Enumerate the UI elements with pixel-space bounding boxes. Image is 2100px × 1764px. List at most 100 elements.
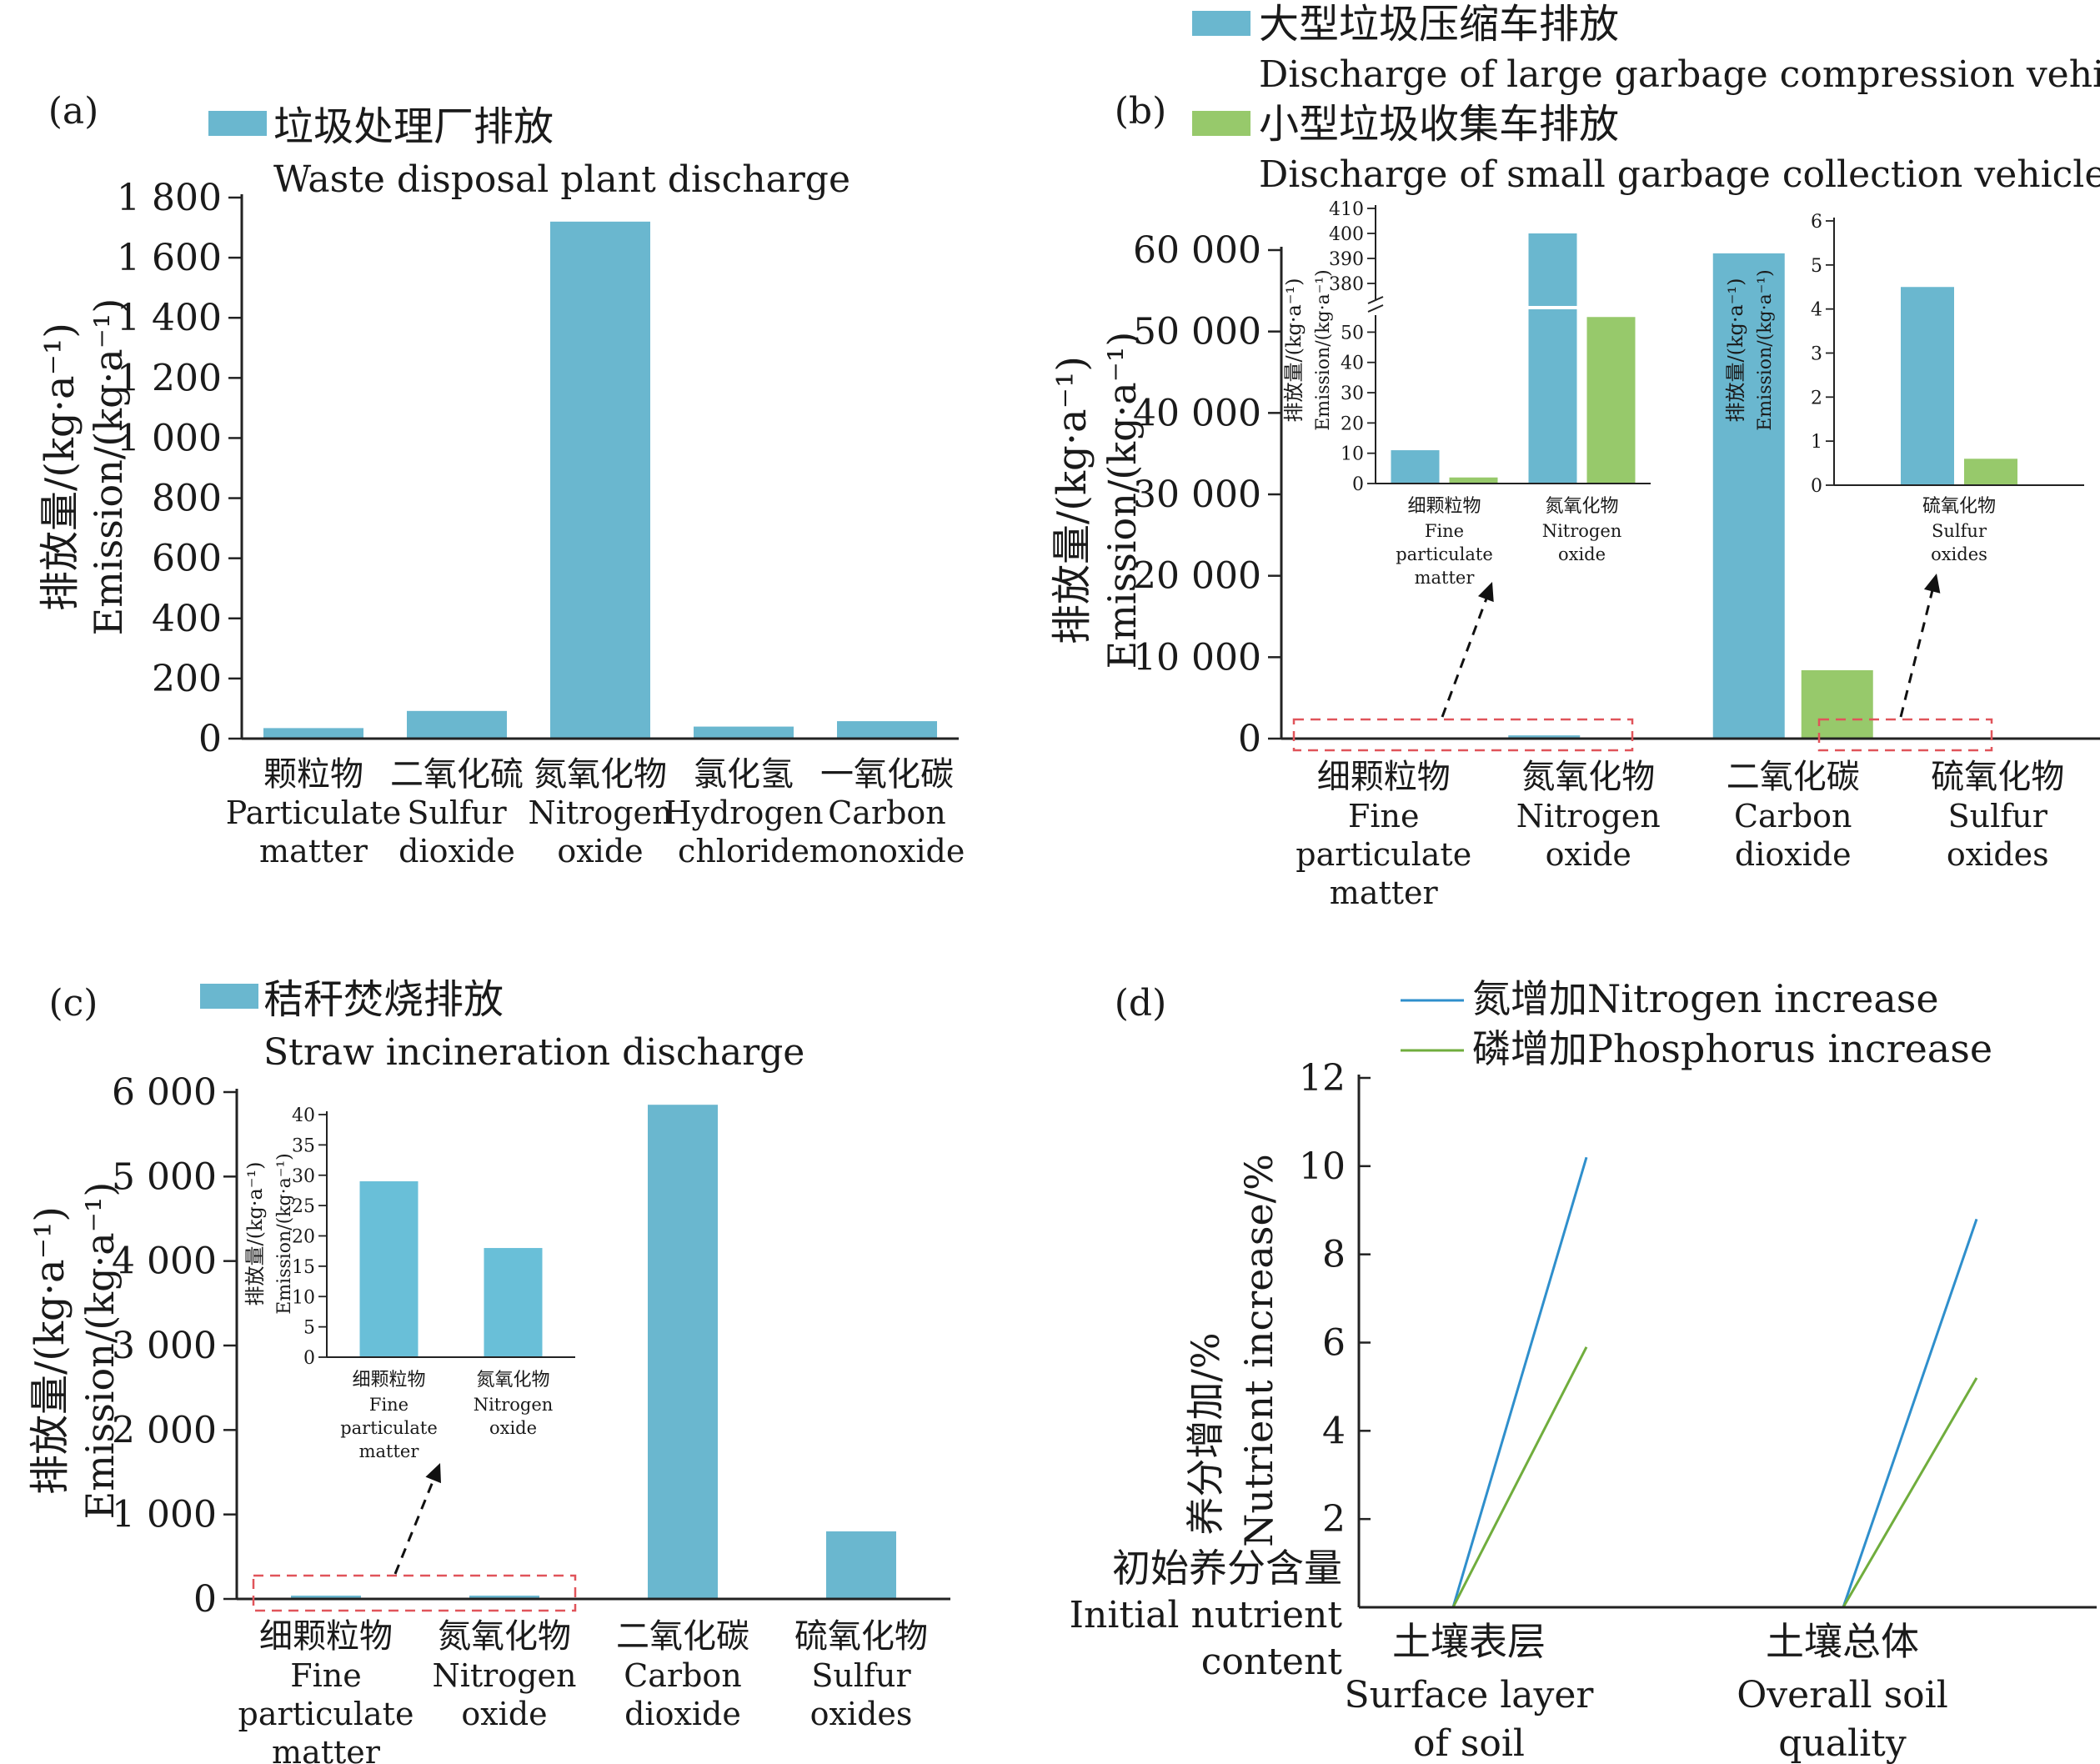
inset-y-tick-label: 5	[303, 1318, 315, 1339]
bar	[648, 1105, 718, 1599]
inset-y-tick-label: 2	[1811, 388, 1822, 408]
x-tick-label-en: dioxide	[398, 833, 515, 869]
x-tick-label-en: Nitrogen	[1516, 798, 1661, 834]
inset-y-tick-label: 10	[1341, 444, 1364, 465]
inset-bar	[1964, 459, 2017, 485]
inset-y-tick-label: 0	[303, 1348, 315, 1369]
inset-y-tick-label: 400	[1329, 224, 1364, 245]
y-tick-label: 1 800	[117, 177, 222, 219]
x-tick-label-en: Sulfur	[407, 794, 507, 831]
inset-x-label-en: oxide	[489, 1418, 537, 1438]
inset-y-tick-label: 3	[1811, 344, 1822, 365]
x-tick-label-en: Particulate	[226, 794, 401, 831]
y-axis-label-en: Emission/(kg·a⁻¹)	[86, 298, 131, 636]
inset-y-tick-label: 410	[1329, 199, 1364, 220]
bar	[837, 721, 937, 739]
x-tick-label-zh: 氯化氢	[694, 755, 794, 794]
panel-c-bar-chart: (c) 秸秆焚烧排放 Straw incineration discharge 排放量…	[27, 976, 950, 1764]
y-tick-label: 6	[1322, 1322, 1346, 1365]
x-tick-label-en: oxide	[557, 833, 643, 869]
panel-b-bar-chart: (b) 大型垃圾压缩车排放 Discharge of large garbage c…	[1049, 1, 2100, 911]
y-tick-label: 600	[152, 538, 222, 580]
x-tick-label-en: oxide	[461, 1696, 547, 1732]
arrow-head	[425, 1463, 441, 1484]
legend-label-en: Discharge of large garbage compression v…	[1259, 53, 2100, 96]
inset-y-tick-label: 40	[292, 1105, 315, 1126]
inset-bar	[1586, 317, 1636, 484]
legend-swatch	[208, 111, 267, 136]
legend-label-zh: 垃圾处理厂排放	[273, 103, 554, 150]
axis-break-mark	[1367, 296, 1384, 304]
x-tick-label-en: dioxide	[624, 1696, 741, 1732]
x-tick-label-en: matter	[272, 1734, 381, 1764]
x-tick-label-zh: 硫氧化物	[794, 1617, 928, 1656]
panel-label: (d)	[1115, 982, 1167, 1025]
bar	[291, 1596, 361, 1599]
inset-y-tick-label: 1	[1811, 432, 1822, 453]
legend-swatch	[200, 984, 258, 1009]
inset-bar	[1901, 287, 1954, 485]
x-tick-label-zh: 颗粒物	[263, 755, 363, 794]
arrow-head	[1923, 574, 1941, 594]
x-tick-label-en: particulate	[1296, 836, 1471, 873]
baseline-label-en: content	[1201, 1641, 1343, 1683]
arrow-head	[1477, 582, 1494, 603]
y-axis-label-zh: 排放量/(kg·a⁻¹)	[37, 323, 83, 611]
series-line	[1451, 1156, 1588, 1608]
inset-y-label-en: Emission/(kg·a⁻¹)	[1313, 269, 1334, 431]
x-tick-label-en: Carbon	[1734, 798, 1852, 834]
y-tick-label: 3 000	[112, 1325, 217, 1367]
x-tick-label-en: monoxide	[809, 833, 965, 869]
y-tick-label: 30 000	[1133, 474, 1261, 516]
panel-label: (c)	[49, 982, 98, 1025]
x-tick-label-en: Sulfur	[1948, 798, 2048, 834]
inset-y-tick-label: 35	[292, 1135, 315, 1156]
y-axis-label-zh: 排放量/(kg·a⁻¹)	[27, 1206, 73, 1495]
x-tick-label-en: Fine	[290, 1657, 361, 1694]
x-tick-label-zh: 氮氧化物	[438, 1617, 571, 1656]
bar	[263, 728, 363, 739]
panel-d-line-chart: (d) 氮增加Nitrogen increase 磷增加Phosphorus inc…	[1070, 976, 2097, 1764]
x-tick-label-zh: 二氧化硫	[390, 755, 524, 794]
x-tick-label-en: Surface layer	[1345, 1674, 1595, 1716]
y-tick-label: 20 000	[1133, 555, 1261, 598]
y-tick-label: 4	[1322, 1410, 1346, 1452]
inset-y-tick-label: 380	[1329, 274, 1364, 295]
inset-y-tick-label: 5	[1811, 256, 1822, 277]
x-tick-label-en: Sulfur	[811, 1657, 911, 1694]
y-tick-label: 1 400	[117, 297, 222, 339]
bar	[1801, 669, 1873, 739]
y-tick-label: 1 200	[117, 357, 222, 399]
y-axis-label-en: Emission/(kg·a⁻¹)	[1100, 332, 1145, 669]
inset-x-label-en: Sulfur	[1932, 521, 1987, 541]
bar	[1712, 253, 1785, 739]
x-tick-label-en: Carbon	[828, 794, 946, 831]
inset-y-label-zh: 排放量/(kg·a⁻¹)	[1724, 278, 1747, 423]
x-tick-label-zh: 硫氧化物	[1931, 758, 2064, 796]
inset-x-label-en: Fine	[369, 1395, 408, 1415]
bar	[407, 710, 507, 739]
legend-label-zh: 大型垃圾压缩车排放	[1259, 1, 1619, 48]
x-tick-label-en: oxides	[810, 1696, 913, 1732]
x-tick-label-zh: 细颗粒物	[1317, 758, 1451, 796]
legend-label-zh: 秸秆焚烧排放	[263, 976, 504, 1023]
legend-label-en: Discharge of small garbage collection ve…	[1259, 153, 2100, 196]
inset-x-label-zh: 细颗粒物	[352, 1370, 425, 1391]
legend-label-en: Waste disposal plant discharge	[273, 158, 850, 201]
x-tick-label-zh: 氮氧化物	[534, 755, 667, 794]
x-tick-label-en: Overall soil	[1737, 1674, 1948, 1716]
legend-swatch	[1192, 11, 1250, 36]
y-tick-label: 0	[198, 718, 222, 760]
inset-x-label-en: matter	[1415, 568, 1476, 588]
highlight-box	[1292, 718, 1634, 752]
inset-y-tick-label: 0	[1811, 476, 1822, 497]
legend-label: 磷增加Phosphorus increase	[1472, 1026, 1992, 1071]
inset-x-label-en: oxides	[1931, 544, 1987, 564]
y-tick-label: 1 000	[112, 1494, 217, 1536]
series-line	[1842, 1377, 1978, 1608]
inset-bar	[1528, 293, 1577, 308]
y-tick-label: 200	[152, 658, 222, 700]
y-tick-label: 2	[1322, 1498, 1346, 1541]
inset-x-label-zh: 氮氧化物	[476, 1370, 549, 1391]
inset-y-tick-label: 4	[1811, 300, 1822, 321]
